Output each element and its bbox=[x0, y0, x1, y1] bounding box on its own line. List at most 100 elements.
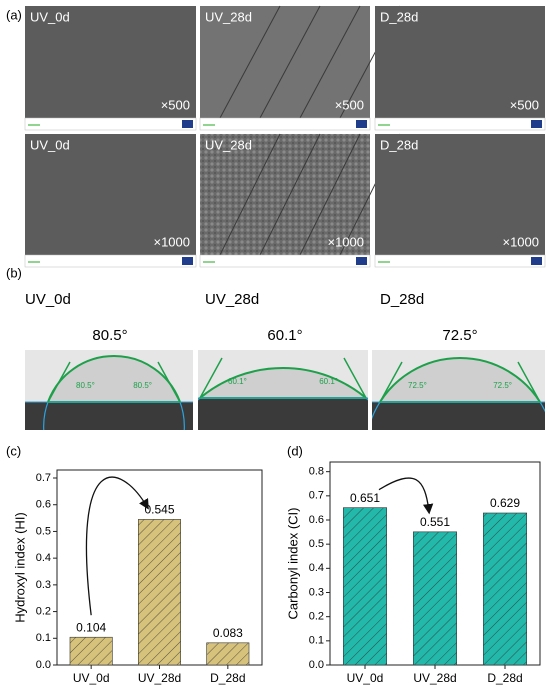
sample-label: UV_0d bbox=[30, 137, 70, 152]
bar-hatch bbox=[483, 512, 527, 665]
inner-angle: 80.5° bbox=[133, 381, 152, 390]
y-tick-label: 0.6 bbox=[36, 499, 51, 511]
info-bar bbox=[199, 254, 371, 268]
info-bar bbox=[24, 117, 197, 131]
inner-angle: 60.1° bbox=[319, 377, 338, 386]
panel-label: (c) bbox=[6, 443, 21, 458]
sample-label: UV_0d bbox=[30, 9, 70, 24]
crack bbox=[259, 5, 321, 119]
value-label: 0.083 bbox=[213, 626, 243, 640]
x-tick-label: UV_28d bbox=[138, 671, 181, 685]
x-tick-label: D_28d bbox=[210, 671, 245, 685]
arrow bbox=[378, 477, 434, 515]
bar-hatch bbox=[206, 642, 250, 665]
info-bar bbox=[199, 117, 371, 131]
y-tick-label: 0.6 bbox=[309, 514, 324, 526]
magnification: ×1000 bbox=[153, 234, 190, 249]
magnification: ×500 bbox=[161, 97, 190, 112]
drop bbox=[198, 367, 368, 399]
sample-label: UV_28d bbox=[205, 9, 252, 24]
bar-hatch bbox=[138, 519, 181, 665]
y-tick-label: 0.2 bbox=[309, 611, 324, 623]
x-tick-label: UV_0d bbox=[73, 671, 110, 685]
y-tick-label: 0.4 bbox=[309, 562, 324, 574]
tangent bbox=[517, 361, 541, 403]
inner-angle: 80.5° bbox=[76, 381, 95, 390]
crack bbox=[299, 133, 361, 256]
substrate bbox=[25, 402, 193, 430]
sem-image bbox=[200, 134, 370, 255]
drop bbox=[378, 357, 542, 403]
y-tick-label: 0.0 bbox=[309, 659, 324, 671]
bar-hatch bbox=[413, 531, 457, 665]
y-tick-label: 0.7 bbox=[36, 472, 51, 484]
y-tick-label: 0.1 bbox=[309, 635, 324, 647]
info-bar bbox=[24, 254, 197, 268]
y-tick-label: 0.7 bbox=[309, 490, 324, 502]
logo bbox=[182, 257, 193, 265]
magnification: ×1000 bbox=[327, 234, 364, 249]
inner-angle: 72.5° bbox=[408, 381, 427, 390]
x-tick-label: UV_0d bbox=[347, 671, 384, 685]
logo bbox=[531, 257, 542, 265]
y-tick-label: 0.3 bbox=[36, 579, 51, 591]
y-tick-label: 0.8 bbox=[309, 466, 324, 478]
crack bbox=[219, 133, 281, 256]
sem-image bbox=[200, 6, 370, 118]
logo bbox=[531, 120, 542, 128]
y-tick-label: 0.0 bbox=[36, 659, 51, 671]
bar-hatch bbox=[69, 637, 113, 665]
panel-label: (b) bbox=[6, 265, 22, 280]
droplet-image: 72.5° 72.5° bbox=[372, 350, 545, 430]
y-tick-label: 0.5 bbox=[309, 538, 324, 550]
magnification: ×500 bbox=[335, 97, 364, 112]
sample-label: UV_0d bbox=[25, 291, 71, 308]
crack bbox=[259, 133, 321, 256]
inner-angle: 72.5° bbox=[493, 381, 512, 390]
y-tick-label: 0.3 bbox=[309, 586, 324, 598]
tangent bbox=[379, 361, 403, 403]
substrate bbox=[198, 398, 368, 430]
panel-label: (a) bbox=[6, 7, 22, 22]
sem-image bbox=[375, 6, 545, 118]
y-tick-label: 0.4 bbox=[36, 552, 51, 564]
sample-label: UV_28d bbox=[205, 291, 259, 308]
x-tick-label: D_28d bbox=[487, 671, 522, 685]
angle-label: 80.5° bbox=[92, 327, 127, 344]
info-bar bbox=[374, 117, 546, 131]
angle-label: 60.1° bbox=[267, 327, 302, 344]
logo bbox=[182, 120, 193, 128]
sample-label: UV_28d bbox=[205, 137, 252, 152]
value-label: 0.545 bbox=[144, 503, 174, 517]
tangent bbox=[157, 361, 181, 403]
y-axis-label: Carbonyl index (CI) bbox=[285, 508, 300, 620]
crack bbox=[219, 5, 281, 119]
bar-hatch bbox=[343, 507, 387, 665]
droplet-image: 60.1° 60.1° bbox=[198, 350, 368, 430]
value-label: 0.651 bbox=[350, 491, 380, 505]
substrate bbox=[372, 402, 545, 430]
y-tick-label: 0.1 bbox=[36, 632, 51, 644]
sem-image bbox=[375, 134, 545, 255]
y-tick-label: 0.2 bbox=[36, 605, 51, 617]
value-label: 0.629 bbox=[490, 496, 520, 510]
droplet-image: 80.5° 80.5° bbox=[25, 350, 193, 430]
panel-label: (d) bbox=[287, 443, 303, 458]
tangent bbox=[47, 361, 71, 403]
info-bar bbox=[374, 254, 546, 268]
value-label: 0.104 bbox=[76, 620, 106, 634]
logo bbox=[356, 257, 367, 265]
magnification: ×1000 bbox=[502, 234, 539, 249]
x-tick-label: UV_28d bbox=[413, 671, 456, 685]
sample-label: D_28d bbox=[380, 9, 418, 24]
inner-angle: 60.1° bbox=[228, 377, 247, 386]
logo bbox=[356, 120, 367, 128]
tangent bbox=[343, 357, 367, 399]
y-axis-label: Hydroxyl index (HI) bbox=[12, 512, 27, 623]
magnification: ×500 bbox=[510, 97, 539, 112]
crack bbox=[299, 5, 361, 119]
arrow bbox=[85, 476, 149, 616]
sem-image bbox=[25, 134, 196, 255]
y-tick-label: 0.5 bbox=[36, 525, 51, 537]
